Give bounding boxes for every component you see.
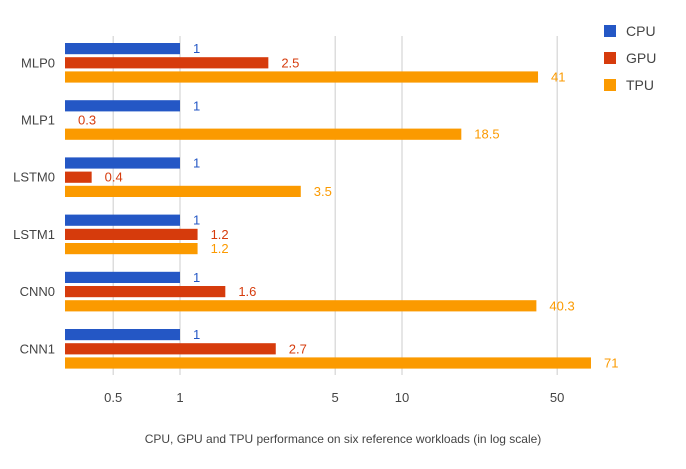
- bar-tpu-lstm1: [65, 243, 198, 255]
- x-axis-caption: CPU, GPU and TPU performance on six refe…: [145, 432, 542, 446]
- bar-cpu-cnn0: [65, 271, 180, 283]
- bar-cpu-mlp1: [65, 100, 180, 112]
- category-label: LSTM0: [13, 170, 55, 185]
- bar-gpu-cnn0: [65, 286, 226, 298]
- x-tick-label: 1: [176, 390, 183, 405]
- bar-gpu-mlp0: [65, 57, 269, 69]
- value-label: 3.5: [314, 184, 332, 199]
- value-label: 1.6: [238, 284, 256, 299]
- category-label: CNN0: [20, 284, 55, 299]
- legend-swatch-tpu: [604, 79, 616, 91]
- category-labels: MLP0 MLP1 LSTM0 LSTM1 CNN0 CNN1: [13, 55, 55, 356]
- legend-label-gpu: GPU: [626, 50, 656, 66]
- bar-gpu-cnn1: [65, 343, 276, 355]
- value-label: 40.3: [549, 298, 574, 313]
- value-label: 18.5: [474, 127, 499, 142]
- value-label: 1: [193, 327, 200, 342]
- legend: CPU GPU TPU: [604, 23, 656, 93]
- value-labels: 1 2.5 41 1 0.3 18.5 1 0.4 3.5 1 1.21.2 1 1.6 40.3 1 2.7…: [78, 41, 618, 370]
- category-label: LSTM1: [13, 227, 55, 242]
- x-tick-label: 50: [550, 390, 564, 405]
- legend-swatch-cpu: [604, 25, 616, 37]
- x-tick-label: 5: [332, 390, 339, 405]
- bar-gpu-lstm0: [65, 171, 92, 183]
- value-label: 2.7: [289, 341, 307, 356]
- value-label: 0.3: [78, 113, 96, 128]
- value-label: 1.2: [211, 241, 229, 256]
- value-label: 71: [604, 356, 618, 371]
- x-tick-label: 0.5: [104, 390, 122, 405]
- value-label: 1: [193, 41, 200, 56]
- bar-tpu-mlp1: [65, 128, 462, 140]
- value-label: 1: [193, 98, 200, 113]
- legend-swatch-gpu: [604, 52, 616, 64]
- bar-cpu-lstm0: [65, 157, 180, 169]
- value-label: 2.5: [281, 55, 299, 70]
- bar-tpu-cnn0: [65, 300, 537, 312]
- bar-cpu-lstm1: [65, 214, 180, 226]
- legend-label-tpu: TPU: [626, 77, 654, 93]
- value-label: 0.4: [105, 170, 123, 185]
- value-label: 1.2: [211, 227, 229, 242]
- bars: [65, 43, 591, 369]
- value-label: 1: [193, 270, 200, 285]
- category-label: CNN1: [20, 341, 55, 356]
- bar-tpu-cnn1: [65, 357, 591, 369]
- bar-tpu-mlp0: [65, 71, 539, 83]
- bar-gpu-lstm1: [65, 228, 198, 240]
- value-label: 1: [193, 156, 200, 171]
- value-label: 1: [193, 213, 200, 228]
- category-label: MLP1: [21, 113, 55, 128]
- gridlines: [112, 36, 558, 375]
- legend-label-cpu: CPU: [626, 23, 656, 39]
- bar-tpu-lstm0: [65, 185, 301, 197]
- x-tick-label: 10: [395, 390, 409, 405]
- bar-cpu-mlp0: [65, 43, 180, 55]
- x-tick-labels: 0.5 1 5 10 50: [104, 390, 564, 405]
- category-label: MLP0: [21, 55, 55, 70]
- bar-cpu-cnn1: [65, 329, 180, 341]
- value-label: 41: [551, 70, 565, 85]
